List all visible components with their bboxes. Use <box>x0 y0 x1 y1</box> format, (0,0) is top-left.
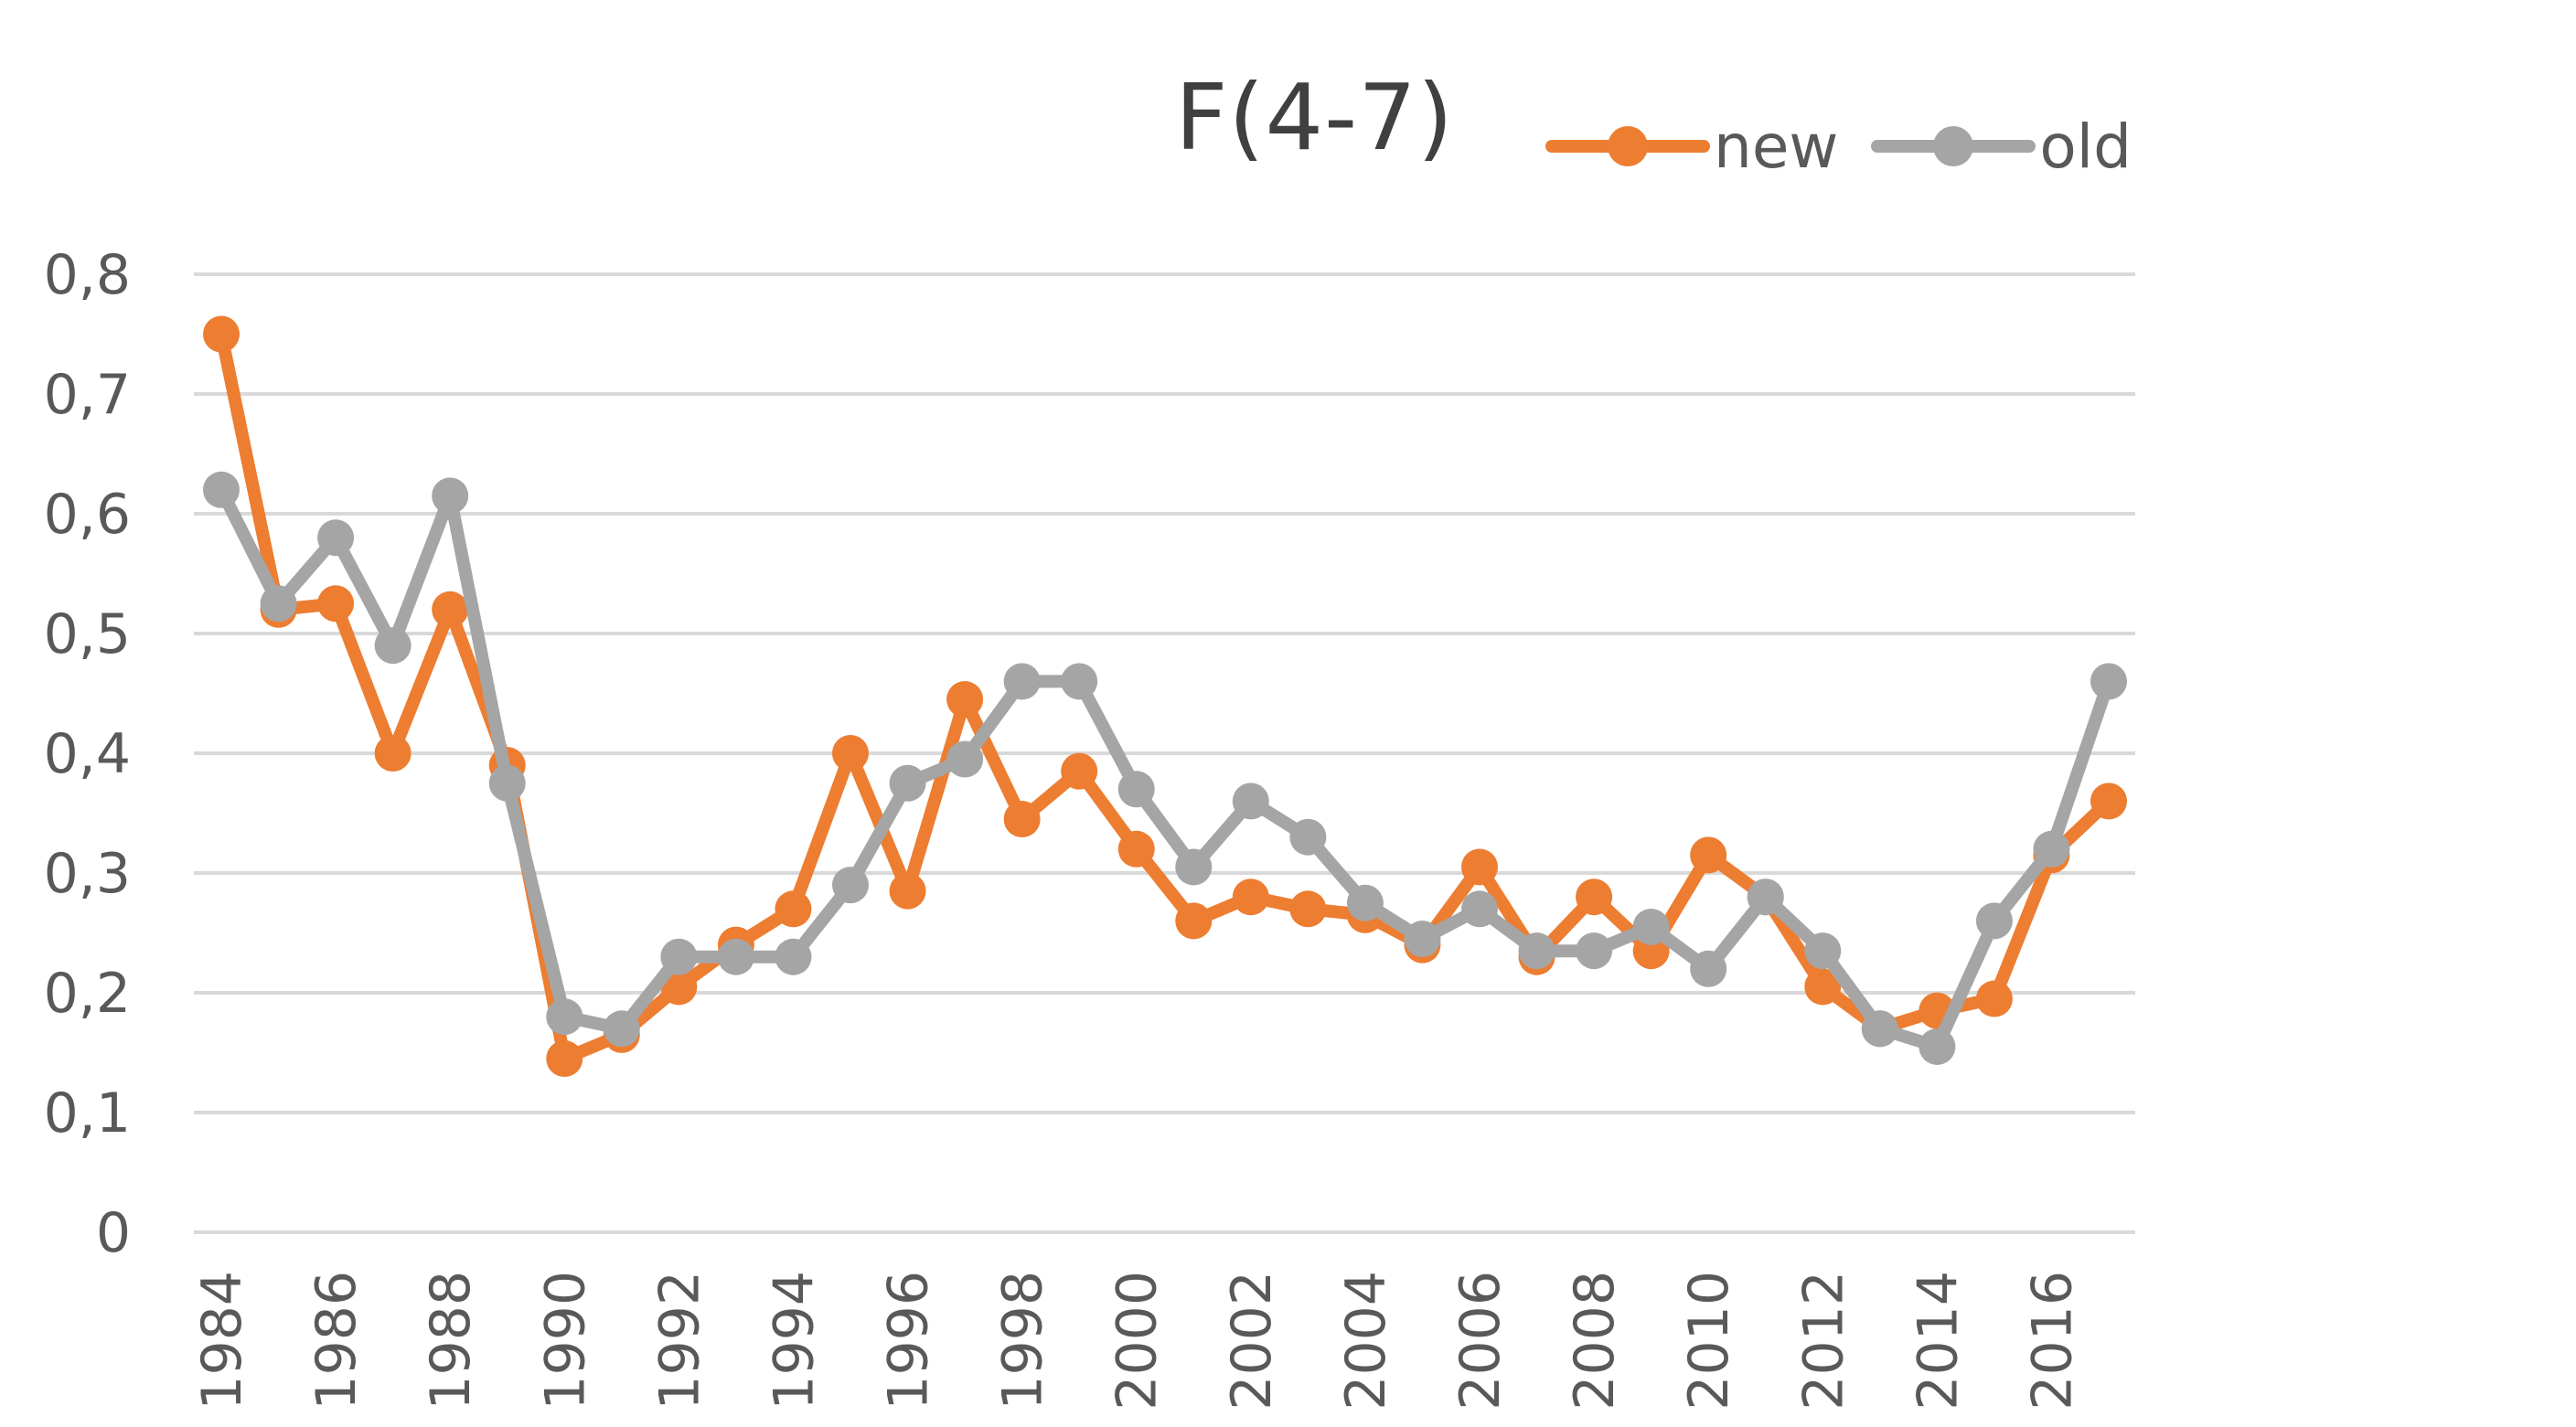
data-point-new <box>2090 783 2127 820</box>
data-point-old <box>1289 818 1327 856</box>
data-point-new <box>946 681 984 719</box>
data-point-old <box>1461 890 1498 928</box>
data-point-old <box>1804 932 1842 970</box>
y-tick-label: 0,6 <box>44 483 131 547</box>
x-tick-label: 1988 <box>419 1271 483 1411</box>
x-tick-label: 1992 <box>647 1271 711 1411</box>
chart-title: F(4-7) <box>1175 64 1454 171</box>
legend-marker-old <box>1933 126 1974 166</box>
data-series <box>203 315 2127 1078</box>
data-point-old <box>317 519 355 557</box>
data-point-old <box>946 740 984 778</box>
legend-label-new: new <box>1714 111 1839 182</box>
data-point-old <box>1632 908 1670 945</box>
y-tick-label: 0,1 <box>44 1081 131 1145</box>
data-point-new <box>1461 848 1498 886</box>
data-point-new <box>1975 980 2013 1017</box>
data-point-new <box>775 890 812 928</box>
data-point-old <box>2033 830 2070 868</box>
y-tick-label: 0,7 <box>44 363 131 427</box>
data-point-new <box>1175 902 1213 940</box>
data-point-old <box>432 477 469 515</box>
x-tick-label: 2006 <box>1448 1271 1512 1411</box>
y-tick-label: 0,3 <box>44 842 131 906</box>
data-point-old <box>603 1010 640 1048</box>
legend-label-old: old <box>2039 111 2132 182</box>
data-point-old <box>1747 879 1784 916</box>
data-point-new <box>1117 830 1155 868</box>
data-point-old <box>1404 921 1441 958</box>
data-point-old <box>1346 884 1384 921</box>
data-point-old <box>1232 783 1269 820</box>
x-axis-ticks: 1984 1986 1988 1990 1992 1994 1996 1998 2000 2002… <box>190 1271 2084 1411</box>
data-point-new <box>1576 879 1613 916</box>
data-point-old <box>203 471 240 508</box>
x-tick-label: 1984 <box>190 1271 254 1411</box>
x-tick-label: 2002 <box>1220 1271 1284 1411</box>
data-point-old <box>2090 663 2127 700</box>
x-tick-label: 1986 <box>305 1271 369 1411</box>
data-point-old <box>1061 663 1098 700</box>
data-point-old <box>889 764 926 802</box>
legend-marker-new <box>1608 126 1648 166</box>
data-point-new <box>546 1040 583 1078</box>
data-point-old <box>660 938 698 975</box>
data-point-new <box>1690 836 1727 874</box>
data-point-old <box>1518 932 1555 970</box>
x-tick-label: 2000 <box>1106 1271 1170 1411</box>
x-tick-label: 1998 <box>991 1271 1055 1411</box>
chart-legend: new old <box>1545 110 2132 183</box>
data-point-old <box>1576 932 1613 970</box>
data-point-new <box>1804 968 1842 1006</box>
y-tick-label: 0,8 <box>44 243 131 307</box>
data-point-old <box>260 585 297 623</box>
y-axis-ticks: 0 0,1 0,2 0,3 0,4 0,5 0,6 0,7 0,8 <box>44 243 131 1265</box>
legend-swatch-old <box>1871 110 2036 183</box>
data-point-new <box>1061 752 1098 790</box>
data-point-new <box>1232 879 1269 916</box>
data-point-old <box>1117 771 1155 808</box>
y-tick-label: 0,5 <box>44 602 131 666</box>
series-old <box>203 471 2127 1065</box>
data-point-new <box>374 735 412 772</box>
x-tick-label: 2004 <box>1334 1271 1398 1411</box>
data-point-old <box>775 938 812 975</box>
data-point-new <box>832 735 869 772</box>
data-point-old <box>832 867 869 904</box>
data-point-old <box>546 998 583 1036</box>
y-tick-label: 0 <box>96 1201 131 1265</box>
y-tick-label: 0,4 <box>44 722 131 786</box>
data-point-old <box>1861 1010 1898 1048</box>
x-tick-label: 2012 <box>1791 1271 1855 1411</box>
data-point-old <box>1175 848 1213 886</box>
data-point-old <box>717 938 754 975</box>
data-point-old <box>1690 950 1727 987</box>
x-tick-label: 2008 <box>1563 1271 1627 1411</box>
data-point-old <box>1003 663 1041 700</box>
data-point-old <box>488 764 526 802</box>
data-point-old <box>1975 902 2013 940</box>
gridlines <box>194 272 2135 1234</box>
legend-swatch-new <box>1545 110 1710 183</box>
series-line-old <box>215 483 2115 1053</box>
data-point-new <box>1003 801 1041 838</box>
data-point-new <box>432 591 469 628</box>
data-point-old <box>374 627 412 665</box>
x-tick-label: 1996 <box>877 1271 941 1411</box>
x-tick-label: 2010 <box>1677 1271 1741 1411</box>
data-point-new <box>317 585 355 623</box>
data-point-new <box>203 315 240 353</box>
data-point-old <box>1919 1028 1956 1065</box>
x-tick-label: 2014 <box>1906 1271 1970 1411</box>
x-tick-label: 1990 <box>533 1271 597 1411</box>
x-tick-label: 1994 <box>762 1271 826 1411</box>
data-point-new <box>1289 890 1327 928</box>
x-tick-label: 2016 <box>2020 1271 2084 1411</box>
y-tick-label: 0,2 <box>44 962 131 1026</box>
data-point-new <box>889 872 926 910</box>
